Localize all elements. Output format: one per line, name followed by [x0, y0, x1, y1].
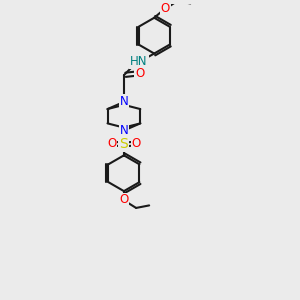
Text: HN: HN — [130, 55, 148, 68]
Text: O: O — [131, 137, 141, 150]
Text: N: N — [119, 95, 128, 108]
Text: O: O — [107, 137, 116, 150]
Text: O: O — [160, 2, 170, 15]
Text: N: N — [119, 124, 128, 137]
Text: O: O — [119, 194, 128, 206]
Text: S: S — [119, 137, 128, 151]
Text: O: O — [135, 67, 144, 80]
